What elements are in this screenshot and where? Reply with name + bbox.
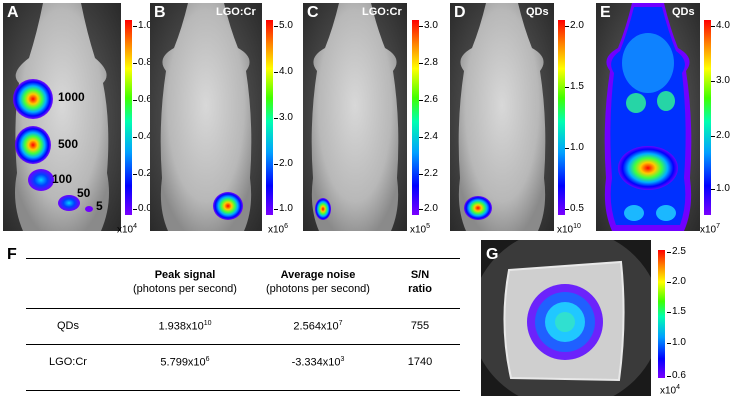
- panel-b-image: [150, 3, 262, 231]
- panel-g-tick: 1.0: [667, 337, 686, 348]
- panel-a-tick: 0.4: [133, 131, 152, 142]
- panel-g-multiplier: x104: [660, 384, 681, 397]
- header-sn-ratio: S/N ratio: [408, 269, 432, 295]
- panel-e-multiplier: x107: [700, 223, 721, 236]
- average-noise-value: 2.564x107: [293, 320, 343, 333]
- panel-e-colorbar: [704, 20, 711, 215]
- panel-c-colorbar: [412, 20, 419, 215]
- panel-a-tick: 0.0: [133, 203, 152, 214]
- panel-g-letter: G: [486, 246, 499, 263]
- dose-label-500: 500: [58, 137, 79, 151]
- panel-a-tick: 1.0: [133, 20, 152, 31]
- panel-g-image: [481, 240, 651, 396]
- panel-b-tag: LGO:Cr: [216, 6, 256, 18]
- panel-e-letter: E: [600, 4, 611, 21]
- table-header-rule: [26, 308, 460, 309]
- panel-d-multiplier: x1010: [557, 223, 581, 236]
- panel-g-tick: 1.5: [667, 306, 686, 317]
- panel-a-tick: 0.8: [133, 57, 152, 68]
- panel-g-tick: 2.0: [667, 276, 686, 287]
- panel-c-image: [303, 3, 407, 231]
- header-peak-signal: Peak signal (photons per second): [133, 269, 237, 295]
- sn-ratio-value: 755: [410, 320, 430, 332]
- panel-e-image: [596, 3, 700, 231]
- panel-c-tag: LGO:Cr: [362, 6, 402, 18]
- table-top-rule: [26, 258, 460, 259]
- panel-b-tick: 5.0: [274, 20, 293, 31]
- panel-d-tick: 1.0: [565, 142, 584, 153]
- panel-e-tick: 2.0: [711, 130, 730, 141]
- row-label: LGO:Cr: [49, 356, 87, 368]
- panel-a-multiplier: x104: [117, 223, 138, 236]
- panel-c-multiplier: x105: [410, 223, 431, 236]
- panel-c-tick: 2.6: [419, 94, 438, 105]
- panel-a-tick: 0.6: [133, 94, 152, 105]
- panel-c-tick: 2.0: [419, 203, 438, 214]
- panel-g-colorbar: [658, 250, 665, 378]
- peak-signal-value: 1.938x1010: [158, 320, 212, 333]
- panel-c-tick: 2.4: [419, 131, 438, 142]
- panel-g-tick: 2.5: [667, 246, 686, 257]
- panel-f-letter: F: [7, 246, 17, 263]
- dose-label-50: 50: [77, 186, 91, 200]
- table-bottom-rule: [26, 390, 460, 391]
- panel-d-image: [450, 3, 554, 231]
- dose-label-5: 5: [96, 199, 103, 213]
- panel-a-tick: 0.2: [133, 168, 152, 179]
- panel-d-tag: QDs: [526, 6, 549, 18]
- panel-e-tick: 1.0: [711, 183, 730, 194]
- panel-c-tick: 3.0: [419, 20, 438, 31]
- sn-ratio-value: 1740: [407, 356, 433, 368]
- panel-d-tick: 0.5: [565, 203, 584, 214]
- panel-c-tick: 2.2: [419, 168, 438, 179]
- panel-d-tick: 1.5: [565, 81, 584, 92]
- panel-g-tick: 0.6: [667, 370, 686, 381]
- dose-label-100: 100: [52, 172, 73, 186]
- panel-a-image: [3, 3, 121, 231]
- panel-b-tick: 1.0: [274, 203, 293, 214]
- panel-a-colorbar: [125, 20, 132, 215]
- table-row-rule: [26, 344, 460, 345]
- panel-b-letter: B: [154, 4, 166, 21]
- average-noise-value: -3.334x103: [291, 356, 345, 369]
- dose-label-1000: 1000: [58, 90, 85, 104]
- panel-d-letter: D: [454, 4, 466, 21]
- panel-c-letter: C: [307, 4, 319, 21]
- peak-signal-value: 5.799x106: [160, 356, 210, 369]
- panel-b-tick: 2.0: [274, 158, 293, 169]
- panel-b-tick: 3.0: [274, 112, 293, 123]
- panel-d-colorbar: [558, 20, 565, 215]
- panel-a-letter: A: [7, 4, 19, 21]
- panel-b-tick: 4.0: [274, 66, 293, 77]
- panel-e-tag: QDs: [672, 6, 695, 18]
- panel-d-tick: 2.0: [565, 20, 584, 31]
- header-average-noise: Average noise (photons per second): [266, 269, 370, 295]
- row-label: QDs: [57, 320, 79, 332]
- panel-b-colorbar: [266, 20, 273, 215]
- panel-c-tick: 2.8: [419, 57, 438, 68]
- panel-e-tick: 3.0: [711, 75, 730, 86]
- panel-b-multiplier: x106: [268, 223, 289, 236]
- panel-e-tick: 4.0: [711, 20, 730, 31]
